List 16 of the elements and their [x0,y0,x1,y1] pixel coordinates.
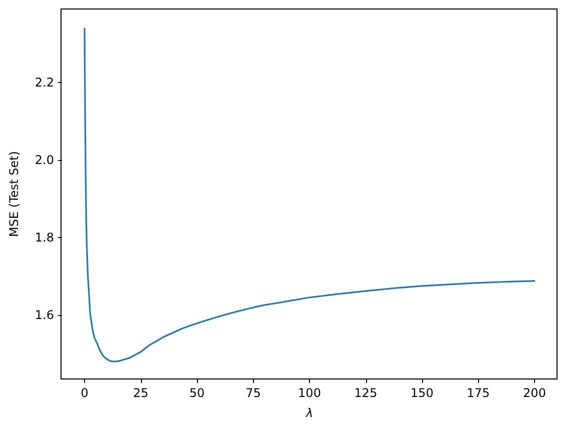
x-tick-label: 75 [246,386,261,400]
y-tick-label: 1.8 [34,230,54,245]
x-tick-label: 0 [80,386,88,400]
x-tick-label: 100 [298,386,321,400]
y-tick-label: 2.2 [34,76,54,90]
x-tick-label: 175 [466,386,490,400]
y-tick-label: 2.0 [34,153,54,168]
line-series [84,28,536,362]
y-tick-label: 1.6 [34,308,54,322]
x-axis-title: λ [304,406,314,420]
y-axis-title: MSE (Test Set) [7,151,21,237]
x-tick-label: 150 [410,386,434,400]
x-tick-label: 50 [189,386,205,400]
x-tick-label: 25 [133,386,148,400]
x-tick-label: 125 [354,386,378,400]
x-tick-label: 200 [523,386,546,400]
